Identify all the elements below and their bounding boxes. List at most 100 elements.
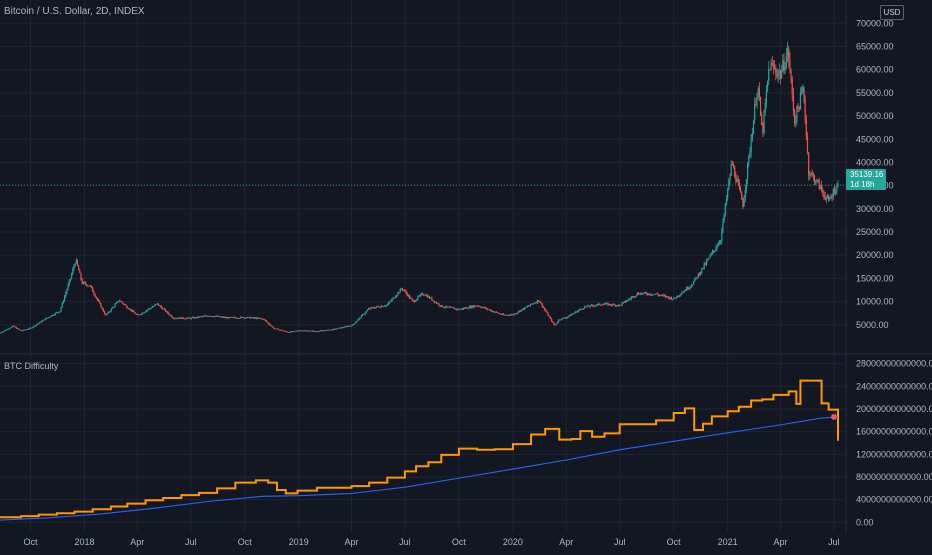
candle-body: [502, 314, 505, 315]
candle-body: [120, 301, 122, 302]
candle-body: [518, 310, 520, 313]
candle-body: [262, 318, 264, 320]
candle-body: [317, 331, 319, 333]
candle-body: [528, 305, 530, 307]
candle-body: [331, 329, 333, 331]
candle-body: [820, 185, 823, 190]
candle-body: [540, 302, 542, 304]
candle-body: [175, 318, 177, 320]
candle-body: [373, 308, 376, 309]
candle-body: [432, 300, 434, 302]
candle-body: [835, 191, 837, 194]
candle-body: [667, 296, 669, 298]
candle-body: [765, 90, 768, 104]
candle-body: [745, 179, 748, 190]
candle-body: [774, 67, 776, 69]
candle-body: [671, 299, 674, 300]
candle-body: [89, 285, 91, 287]
candle-body: [116, 301, 118, 303]
candle-body: [647, 294, 649, 296]
candle-body: [38, 323, 40, 324]
candle-body: [396, 295, 398, 297]
candle-body: [53, 314, 55, 316]
candle-body: [398, 292, 400, 294]
candle-body: [563, 317, 566, 319]
candle-body: [716, 246, 718, 248]
candle-body: [777, 73, 779, 77]
difficulty-tick-label: 4000000000000.00: [856, 495, 932, 505]
candle-body: [248, 316, 250, 318]
candle-body: [784, 66, 786, 71]
candle-body: [487, 309, 489, 311]
candle-body: [643, 292, 645, 294]
candle-body: [232, 317, 235, 318]
candle-body: [259, 318, 262, 319]
candle-body: [762, 124, 764, 133]
candle-body: [755, 103, 757, 105]
candle-body: [730, 163, 732, 176]
candle-body: [241, 316, 243, 318]
candle-body: [639, 294, 641, 295]
candle-body: [291, 331, 293, 332]
candle-body: [562, 317, 564, 319]
candle-body: [378, 306, 380, 308]
candle-body: [815, 181, 817, 183]
candle-body: [678, 295, 681, 297]
price-tick-label: 40000.00: [856, 157, 894, 167]
candle-body: [453, 307, 455, 310]
candle-body: [617, 304, 620, 306]
candle-body: [29, 327, 32, 329]
candle-body: [147, 309, 149, 311]
candle-body: [297, 330, 299, 332]
currency-badge[interactable]: USD: [880, 5, 904, 20]
price-tick-label: 55000.00: [856, 88, 894, 98]
candle-body: [99, 301, 101, 304]
candle-body: [109, 310, 111, 312]
candle-body: [677, 295, 679, 297]
candle-body: [657, 294, 660, 296]
candle-body: [749, 151, 751, 155]
candle-body: [282, 330, 284, 332]
candle-body: [103, 311, 106, 314]
candle-body: [513, 313, 515, 315]
candle-body: [811, 172, 813, 175]
candle-body: [140, 314, 142, 316]
candle-body: [189, 318, 191, 319]
candle-body: [195, 317, 197, 319]
candle-body: [737, 179, 739, 183]
candle-body: [391, 299, 393, 301]
candle-body: [426, 295, 428, 298]
candle-body: [771, 63, 773, 65]
candle-body: [664, 295, 667, 298]
candle-body: [344, 326, 346, 328]
difficulty-line: [0, 379, 839, 519]
candle-body: [675, 297, 677, 299]
candle-body: [673, 297, 675, 300]
candle-body: [149, 308, 151, 309]
candle-body: [346, 326, 349, 328]
candle-body: [61, 302, 63, 308]
candle-body: [43, 319, 46, 321]
candle-body: [495, 311, 498, 313]
candle-body: [143, 312, 145, 313]
last-price-tag: 35139.16 1d 18h: [846, 169, 886, 190]
candle-body: [236, 318, 238, 319]
candle-body: [764, 103, 766, 112]
candle-body: [723, 214, 725, 221]
candle-body: [750, 139, 752, 152]
candle-body: [245, 317, 248, 319]
candle-body: [728, 179, 730, 190]
candle-body: [825, 197, 827, 200]
candle-body: [356, 320, 358, 323]
candle-body: [371, 307, 373, 309]
candle-body: [438, 303, 440, 306]
candle-body: [635, 295, 637, 297]
candle-body: [372, 307, 374, 309]
candle-body: [600, 304, 602, 306]
candle-body: [589, 305, 591, 307]
candle-body: [698, 273, 701, 275]
candle-body: [642, 293, 644, 294]
candle-body: [775, 67, 777, 73]
